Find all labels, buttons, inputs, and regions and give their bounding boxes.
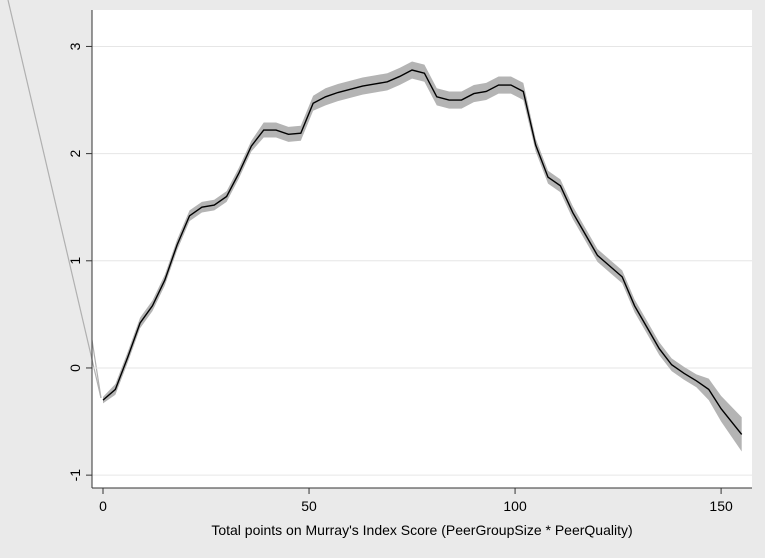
y-tick-label: 2 (67, 150, 83, 158)
y-tick-label: 0 (67, 364, 83, 372)
x-tick-label: 150 (709, 498, 733, 514)
y-tick-label: 1 (67, 257, 83, 265)
y-tick-label: 3 (67, 42, 83, 50)
x-tick-label: 50 (301, 498, 317, 514)
x-tick-label: 0 (99, 498, 107, 514)
stray-line (91, 339, 102, 399)
x-axis-label: Total points on Murray's Index Score (Pe… (211, 522, 632, 538)
x-tick-label: 100 (503, 498, 527, 514)
line (102, 69, 743, 435)
y-tick-label: -1 (67, 469, 83, 482)
stray-line (7, 0, 102, 399)
plot-area (92, 10, 752, 488)
